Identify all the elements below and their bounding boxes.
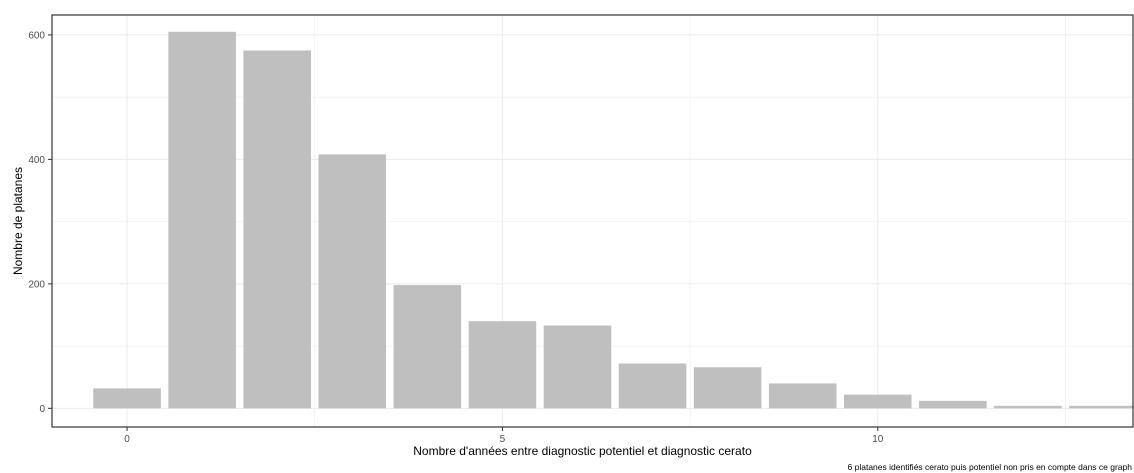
bar-x-6 <box>543 325 612 409</box>
x-axis-title: Nombre d'années entre diagnostic potenti… <box>413 444 752 458</box>
axis-ticks: 0 200 400 600 0 5 10 <box>28 30 883 445</box>
bar-x-7 <box>618 363 687 409</box>
bar-x-11 <box>919 400 987 409</box>
chart-caption: 6 platanes identifiés cerato puis potent… <box>848 462 1133 472</box>
bar-x-9 <box>768 383 837 409</box>
bar-x-12 <box>994 405 1062 409</box>
y-tick-label: 200 <box>28 279 45 290</box>
bar-x-10 <box>843 394 912 409</box>
bar-x-3 <box>318 154 387 409</box>
y-axis-title: Nombre de platanes <box>11 167 25 275</box>
x-tick-label: 0 <box>124 434 130 445</box>
y-tick-label: 0 <box>39 404 45 415</box>
y-tick-label: 600 <box>28 30 45 41</box>
bar-x-1 <box>168 31 236 409</box>
x-tick-label: 5 <box>500 434 506 445</box>
bar-x-8 <box>693 367 762 409</box>
bar-x-4 <box>393 285 462 409</box>
bar-x-13 <box>1069 405 1134 409</box>
y-tick-label: 400 <box>28 155 45 166</box>
bar-x-2 <box>243 50 311 409</box>
bar-x-0 <box>93 388 161 409</box>
panel-border <box>51 14 1134 428</box>
bar-x-5 <box>468 321 537 409</box>
bars <box>93 31 1134 409</box>
x-tick-label: 10 <box>872 434 884 445</box>
